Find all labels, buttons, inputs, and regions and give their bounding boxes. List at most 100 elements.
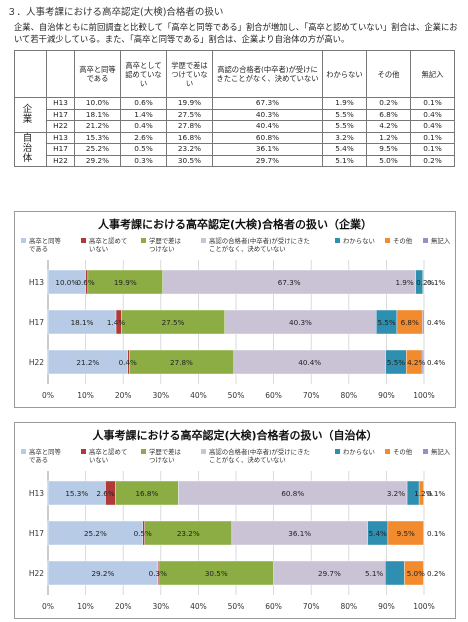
legend-swatch: [21, 449, 26, 454]
x-tick-label: 10%: [77, 602, 94, 611]
intro-text: 企業、自治体ともに前回調査と比較して「高卒と同等である」割合が増加し、「高卒と認…: [14, 22, 458, 44]
bar-segment: [47, 480, 106, 506]
x-tick-label: 0%: [42, 602, 54, 611]
data-label: 1.4%: [107, 318, 125, 327]
chart-company-svg: 人事考課における高卒認定(大検)合格者の扱い（企業） 高卒と同等である 高卒と認めて…: [21, 217, 451, 400]
x-tick-label: 0%: [42, 391, 54, 400]
data-label: 0.1%: [427, 489, 445, 498]
table-cell: 0.4%: [120, 120, 167, 133]
table-cell: 5.4%: [322, 143, 367, 156]
table-cell: 1.4%: [120, 108, 167, 121]
data-label: 27.8%: [170, 358, 193, 367]
data-label: 29.7%: [318, 569, 341, 578]
legend-label: 高卒と同等である: [29, 447, 62, 464]
table-corner: [14, 50, 47, 98]
column-header: 学歴で差はつけていない: [166, 50, 213, 98]
table-cell: 19.9%: [166, 97, 213, 110]
bar-segment: [423, 520, 425, 546]
table-cell: 67.3%: [212, 97, 323, 110]
data-label: 9.5%: [397, 529, 415, 538]
data-label: 21.2%: [76, 358, 99, 367]
column-header: 高卒と同等である: [74, 50, 121, 98]
bar-segment: [121, 309, 225, 335]
data-label: 25.2%: [84, 529, 107, 538]
data-label: 40.3%: [289, 318, 312, 327]
table-row: H22 21.2% 0.4% 27.8% 40.4% 5.5% 4.2% 0.4%: [15, 120, 455, 133]
bar-segment: [144, 520, 233, 546]
chart-municipality-svg: 人事考課における高卒認定(大検)合格者の扱い（自治体） 高卒と同等である 高卒と認め…: [21, 428, 451, 611]
data-label: 0.2%: [416, 278, 434, 287]
data-label: 0.1%: [427, 278, 445, 287]
x-tick-label: 60%: [265, 602, 282, 611]
row-year: H17: [46, 143, 75, 156]
table-cell: 15.3%: [74, 131, 121, 144]
x-tick-label: 80%: [340, 391, 357, 400]
x-tick-label: 40%: [190, 391, 207, 400]
data-label: 16.8%: [135, 489, 158, 498]
legend-swatch: [141, 449, 146, 454]
legend-label: 高認の合格者(中卒者)が受けにきたことがなく、決めていない: [209, 447, 310, 464]
bar-segment: [396, 309, 423, 335]
data-label: 5.4%: [369, 529, 387, 538]
bar-segment: [423, 560, 425, 586]
row-year: H22: [46, 120, 75, 133]
chart-title: 人事考課における高卒認定(大検)合格者の扱い（自治体）: [92, 428, 377, 442]
x-tick-label: 10%: [77, 391, 94, 400]
table-cell: 1.2%: [366, 131, 411, 144]
x-tick-label: 20%: [115, 602, 132, 611]
bar-segment: [47, 349, 128, 375]
legend-swatch: [423, 449, 428, 454]
legend-label: 学歴で差はつけない: [149, 236, 182, 253]
data-label: 40.4%: [298, 358, 321, 367]
table-cell: 60.8%: [212, 131, 323, 144]
bar-segment: [231, 520, 368, 546]
data-label: 0.3%: [149, 569, 167, 578]
table-cell: 0.5%: [120, 143, 167, 156]
legend-label: 高卒と認めていない: [89, 236, 127, 253]
chart-company: 人事考課における高卒認定(大検)合格者の扱い（企業） 高卒と同等である 高卒と認めて…: [14, 211, 456, 408]
table-cell: 16.8%: [166, 131, 213, 144]
table-cell: 18.1%: [74, 108, 121, 121]
legend-label: 学歴で差はつけない: [149, 447, 182, 464]
data-label: 0.5%: [134, 529, 152, 538]
bar-segment: [47, 520, 143, 546]
data-label: 67.3%: [278, 278, 301, 287]
data-label: 27.5%: [162, 318, 185, 327]
x-tick-label: 80%: [340, 602, 357, 611]
bar-segment: [162, 269, 416, 295]
table-cell: 0.6%: [120, 97, 167, 110]
legend-swatch: [335, 238, 340, 243]
x-tick-label: 100%: [413, 391, 434, 400]
x-tick-label: 50%: [228, 602, 245, 611]
table-cell: 0.2%: [410, 154, 455, 167]
table-row: H22 29.2% 0.3% 30.5% 29.7% 5.1% 5.0% 0.2%: [15, 154, 455, 167]
table-cell: 6.8%: [366, 108, 411, 121]
data-label: 4.2%: [407, 358, 425, 367]
category-label: H13: [29, 278, 44, 287]
chart-municipality: 人事考課における高卒認定(大検)合格者の扱い（自治体） 高卒と同等である 高卒と認め…: [14, 422, 456, 619]
legend-label: その他: [393, 447, 413, 456]
table-cell: 0.2%: [366, 97, 411, 110]
bar-segment: [178, 480, 408, 506]
data-label: 5.5%: [387, 358, 405, 367]
data-label: 0.2%: [427, 569, 445, 578]
legend-swatch: [81, 238, 86, 243]
table-cell: 10.0%: [74, 97, 121, 110]
data-label: 1.9%: [395, 278, 413, 287]
column-header: その他: [366, 50, 411, 98]
data-label: 5.1%: [365, 569, 383, 578]
data-label: 6.8%: [401, 318, 419, 327]
data-label: 60.8%: [281, 489, 304, 498]
x-tick-label: 70%: [303, 602, 320, 611]
table-cell: 21.2%: [74, 120, 121, 133]
table-cell: 23.2%: [166, 143, 213, 156]
table-cell: 5.1%: [322, 154, 367, 167]
data-label: 23.2%: [177, 529, 200, 538]
table-cell: 27.5%: [166, 108, 213, 121]
table-cell: 3.2%: [322, 131, 367, 144]
x-tick-label: 30%: [152, 602, 169, 611]
table-cell: 5.0%: [366, 154, 411, 167]
category-label: H13: [29, 489, 44, 498]
table-cell: 27.8%: [166, 120, 213, 133]
table-cell: 0.4%: [410, 120, 455, 133]
